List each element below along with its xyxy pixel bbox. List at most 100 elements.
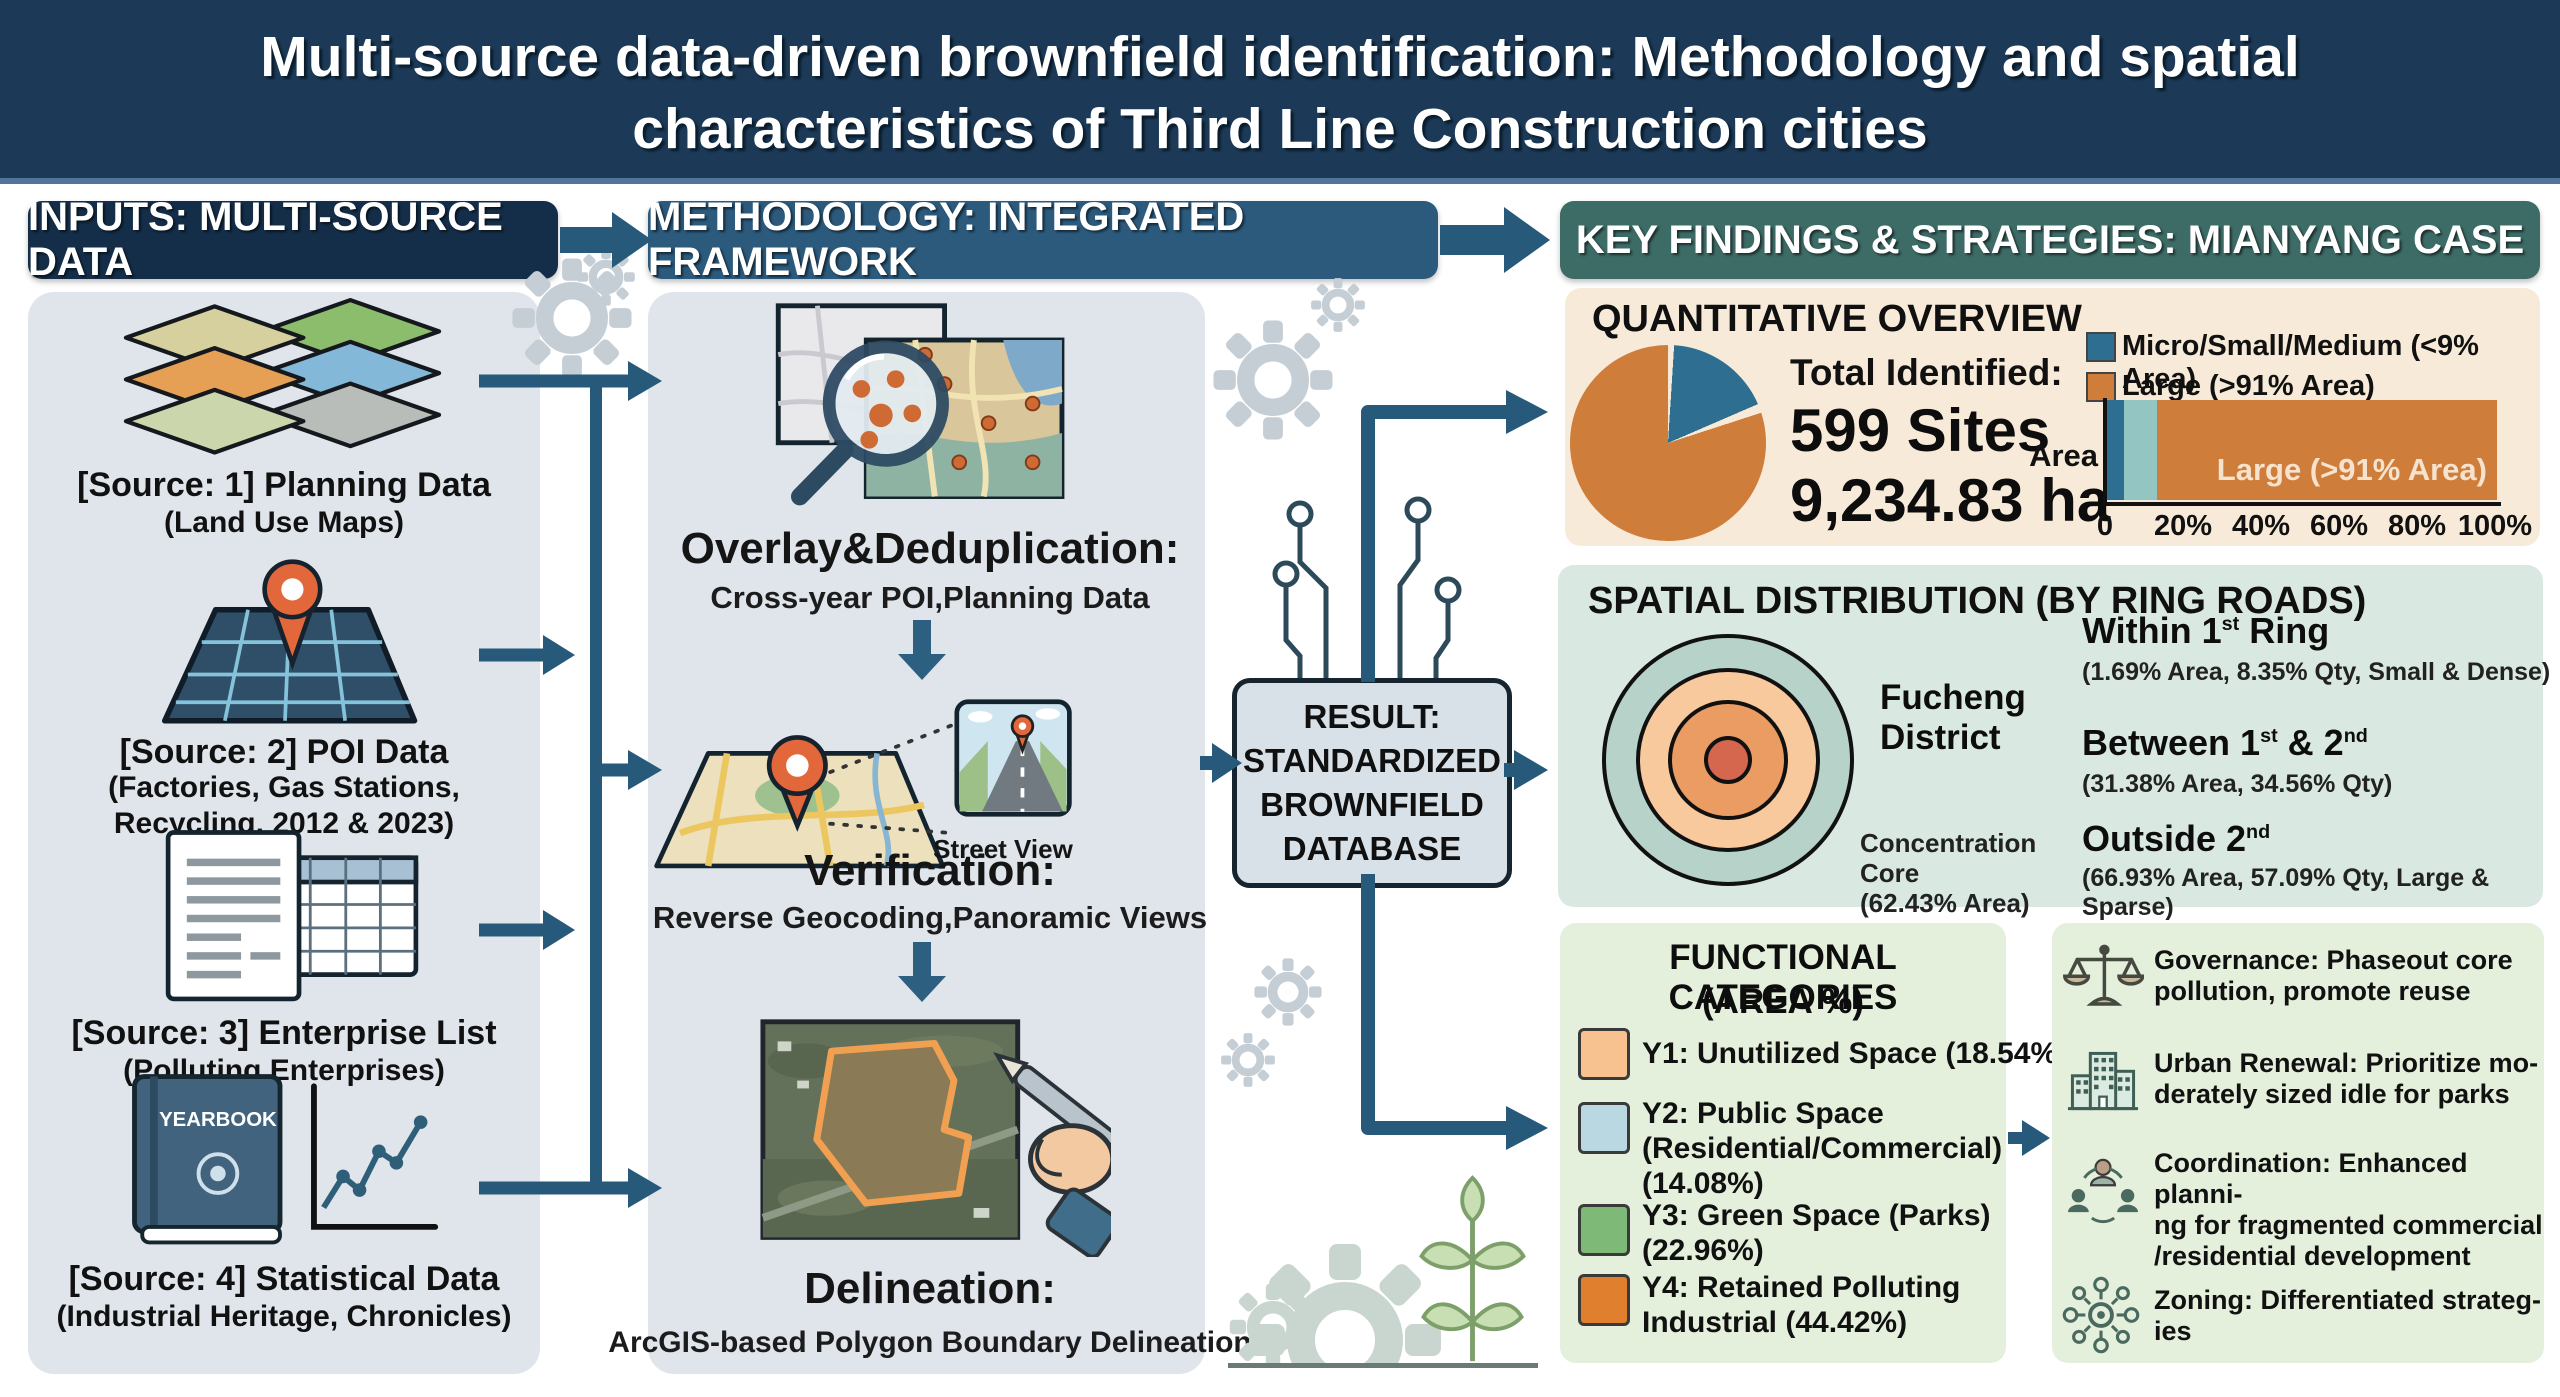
source-1-subtitle: (Land Use Maps) — [163, 506, 405, 539]
ring2-title: Between 1st & 2nd — [2082, 722, 2368, 763]
functional-title-2: (AREA %) — [1701, 982, 1865, 1021]
ring3-title: Outside 2nd — [2082, 818, 2271, 859]
total-identified-label: Total Identified: — [1790, 352, 2063, 393]
result-line3: BROWNFIELD — [1260, 786, 1484, 823]
total-area-value: 9,234.83 ha — [1790, 467, 2111, 534]
core-label: Concentration Core (62.43% Area) — [1860, 828, 2075, 918]
result-line1: RESULT: — [1303, 698, 1441, 735]
result-box: RESULT: STANDARDIZED BROWNFIELD DATABASE — [1232, 678, 1512, 888]
strategy-zoning: Zoning: Differentiated strateg- ies — [2154, 1285, 2542, 1346]
category-swatch-y2 — [1578, 1102, 1630, 1154]
legend-label-micro: Micro/Small/Medium (<9% Area) — [2122, 330, 2479, 395]
source-1-title: [Source: 1] Planning Data — [77, 466, 491, 504]
bar-segment-darkblue — [2107, 400, 2124, 500]
street-view-caption: Street View — [933, 834, 1073, 864]
gear-icon — [1220, 1032, 1276, 1088]
step-1-subtitle: Cross-year POI,Planning Data — [710, 580, 1150, 615]
poi-map-pin-icon — [161, 559, 418, 724]
people-icon — [2067, 1158, 2139, 1224]
bar-tick-40: 40% — [2231, 510, 2291, 542]
core-line2: (62.43% Area) — [1860, 888, 2030, 918]
yearbook-label: YEARBOOK — [159, 1109, 277, 1131]
district-line2: District — [1880, 718, 2001, 757]
total-sites-value: 599 Sites — [1790, 397, 2051, 464]
ring2-stats: (31.38% Area, 34.56% Qty) — [2082, 770, 2393, 798]
step-2-title: Verification: — [804, 846, 1056, 895]
category-label-y1: Y1: Unutilized Space (18.54%) — [1642, 1037, 2068, 1070]
page-title-line2: characteristics of Third Line Constructi… — [632, 97, 1928, 161]
legend-swatch-large — [2086, 372, 2116, 402]
bar-tick-20: 20% — [2153, 510, 2213, 542]
gear-icon — [1211, 318, 1335, 442]
header-findings: KEY FINDINGS & STRATEGIES: MIANYANG CASE — [1560, 201, 2540, 279]
category-label-y3: Y3: Green Space (Parks) (22.96%) — [1642, 1199, 1991, 1267]
ground-line — [1228, 1363, 1538, 1368]
zoning-icon — [2062, 1276, 2140, 1354]
bar-tick-60: 60% — [2309, 510, 2369, 542]
gear-icon — [1253, 957, 1323, 1027]
result-line2: STANDARDIZED — [1243, 742, 1501, 779]
step-2-subtitle: Reverse Geocoding,Panoramic Views — [652, 900, 1208, 935]
functional-panel — [1560, 923, 2006, 1363]
strategy-coordination: Coordination: Enhanced planni- ng for fr… — [2154, 1148, 2543, 1271]
page-title-line1: Multi-source data-driven brownfield iden… — [260, 25, 2300, 89]
step-1-title: Overlay&Deduplication: — [680, 524, 1180, 573]
down-arrow-icon — [913, 942, 931, 976]
step-3-title: Delineation: — [804, 1264, 1056, 1313]
gear-icon — [1228, 1282, 1318, 1365]
circuit-icon — [1272, 496, 1462, 678]
functional-title-1: FUNCTIONAL CATEGORIES — [1668, 938, 1898, 1017]
district-line1: Fucheng — [1880, 678, 2026, 717]
ring-core — [1704, 736, 1752, 784]
spatial-title: SPATIAL DISTRIBUTION (BY RING ROADS) — [1588, 580, 2367, 622]
bar-tick-0: 0 — [2096, 510, 2114, 542]
category-swatch-y3 — [1578, 1204, 1630, 1256]
map-pin-streetview-icon — [654, 699, 1072, 869]
source-4-subtitle: (Industrial Heritage, Chronicles) — [56, 1300, 512, 1333]
bar-segment-large: Large (>91% Area) — [2157, 400, 2497, 500]
category-label-y4: Y4: Retained Polluting Industrial (44.42… — [1642, 1271, 1961, 1339]
source-2-subtitle-1: (Factories, Gas Stations, — [108, 771, 460, 804]
document-table-icon — [165, 830, 419, 1002]
ring3-stats: (66.93% Area, 57.09% Qty, Large & Sparse… — [2082, 864, 2490, 921]
category-swatch-y1 — [1578, 1028, 1630, 1080]
header-methodology: METHODOLOGY: INTEGRATED FRAMEWORK — [648, 195, 1438, 284]
bar-segment-teal — [2124, 400, 2157, 500]
satellite-polygon-icon — [760, 1019, 1111, 1257]
title-banner: Multi-source data-driven brownfield iden… — [0, 0, 2560, 184]
bar-tick-80: 80% — [2387, 510, 2447, 542]
buildings-icon — [2067, 1051, 2139, 1111]
sites-pie-chart — [1570, 345, 1766, 541]
bar-tick-100: 100% — [2457, 510, 2533, 542]
gear-icon — [576, 247, 636, 307]
category-swatch-y4 — [1578, 1274, 1630, 1326]
bar-x-axis — [2103, 502, 2501, 506]
category-label-y2: Y2: Public Space (Residential/Commercial… — [1642, 1097, 2003, 1200]
ring1-stats: (1.69% Area, 8.35% Qty, Small & Dense) — [2082, 658, 2551, 686]
step-3-subtitle: ArcGIS-based Polygon Boundary Delineatio… — [608, 1326, 1252, 1359]
source-4-title: [Source: 4] Statistical Data — [68, 1260, 500, 1298]
gear-icon — [1310, 277, 1366, 333]
quantitative-title: QUANTITATIVE OVERVIEW — [1592, 298, 2082, 340]
strategy-urban-renewal: Urban Renewal: Prioritize mo- derately s… — [2154, 1048, 2539, 1109]
source-3-title: [Source: 3] Enterprise List — [71, 1014, 497, 1052]
strategies-panel — [2052, 923, 2544, 1363]
magnifier-maps-icon — [775, 303, 1065, 506]
down-arrow-icon — [913, 620, 931, 654]
header-inputs: INPUTS: MULTI-SOURCE DATA — [28, 195, 558, 284]
source-2-title: [Source: 2] POI Data — [119, 733, 449, 771]
result-line4: DATABASE — [1282, 830, 1462, 867]
ring-roads-diagram — [1602, 634, 1854, 886]
bar-inner-label: Large (>91% Area) — [2216, 452, 2487, 487]
area-stacked-bar: Large (>91% Area) — [2107, 400, 2497, 500]
core-line1: Concentration Core — [1860, 828, 2037, 888]
plant-icon — [1419, 1175, 1526, 1362]
strategy-governance: Governance: Phaseout core pollution, pro… — [2154, 945, 2513, 1006]
legend-swatch-micro — [2086, 332, 2116, 362]
scales-icon — [2063, 944, 2144, 1006]
district-label: Fucheng District — [1880, 678, 2026, 758]
map-layers-icon — [123, 298, 442, 455]
legend-label-large: Large (>91% Area) — [2122, 370, 2375, 402]
bar-y-axis — [2103, 398, 2107, 506]
ring1-title: Within 1st Ring — [2082, 610, 2330, 651]
